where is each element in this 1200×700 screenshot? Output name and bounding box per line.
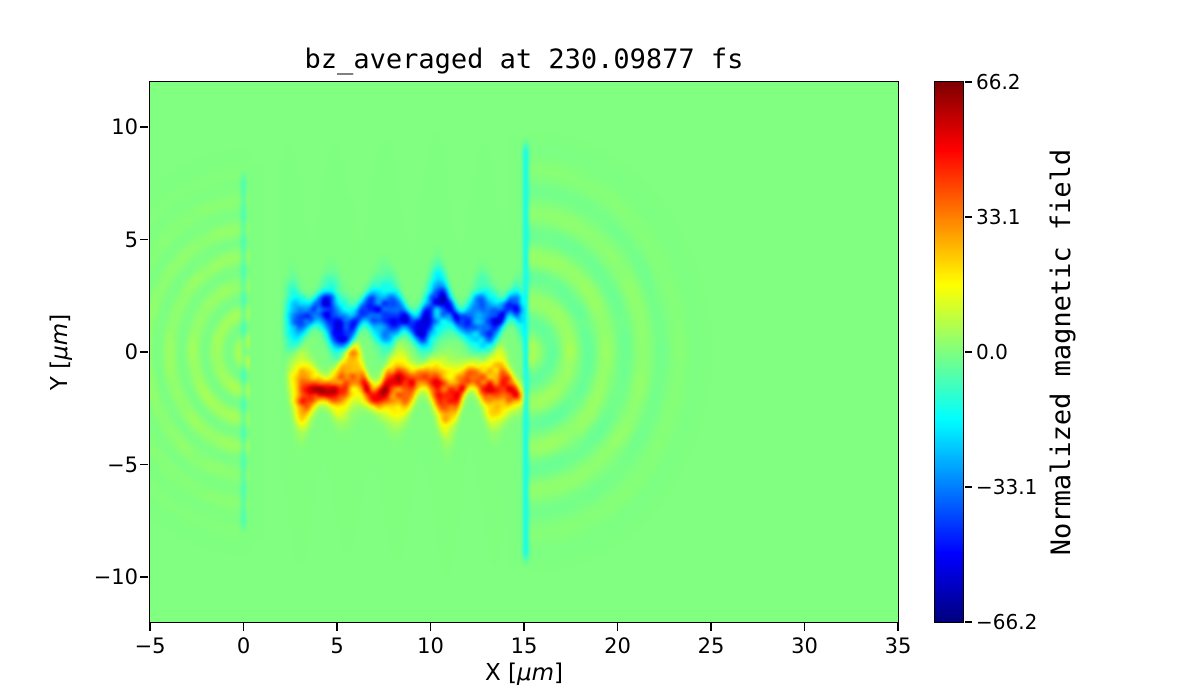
colorbar-tick-label: 66.2	[976, 70, 1021, 94]
x-tick-label: 25	[697, 634, 725, 658]
x-axis-label: X [μm]	[150, 660, 898, 686]
heatmap-canvas	[150, 82, 898, 622]
colorbar-tick-mark	[965, 81, 972, 83]
y-tick-label: 10	[111, 115, 138, 139]
colorbar	[935, 82, 963, 622]
y-tick-label: −10	[93, 565, 138, 589]
colorbar-tick-label: 0.0	[976, 340, 1008, 364]
x-axis-unit: μm	[517, 660, 555, 686]
y-tick-label: 5	[124, 227, 138, 252]
x-tick-label: 5	[330, 634, 344, 658]
colorbar-tick-label: 33.1	[976, 205, 1021, 229]
x-tick-label: 10	[417, 634, 444, 658]
x-axis-label-post: ]	[554, 660, 564, 686]
x-tick-label: 30	[791, 634, 818, 658]
x-tick-label: 15	[510, 634, 538, 658]
x-tick-mark	[336, 623, 338, 631]
x-tick-label: 35	[884, 634, 912, 658]
x-tick-mark	[710, 623, 712, 631]
colorbar-tick-mark	[965, 351, 972, 353]
colorbar-tick-label: −33.1	[976, 475, 1038, 499]
x-tick-mark	[242, 623, 245, 631]
x-tick-mark	[616, 623, 619, 631]
x-tick-mark	[803, 623, 806, 631]
x-tick-mark	[523, 623, 525, 631]
y-tick-mark	[140, 576, 148, 578]
colorbar-tick-mark	[965, 621, 972, 623]
chart-title: bz_averaged at 230.09877 fs	[304, 44, 744, 75]
y-tick-label: −5	[107, 452, 138, 477]
y-tick-mark	[140, 351, 148, 353]
y-axis-label-post: ]	[47, 313, 73, 323]
y-tick-mark	[140, 126, 148, 128]
x-tick-mark	[149, 623, 151, 631]
y-tick-mark	[140, 238, 148, 241]
colorbar-tick-mark	[965, 486, 972, 488]
colorbar-tick-mark	[965, 216, 972, 218]
x-tick-mark	[897, 623, 899, 631]
colorbar-tick-label: −66.2	[976, 610, 1038, 634]
x-tick-label: 0	[236, 634, 251, 658]
x-tick-mark	[429, 623, 432, 631]
x-tick-label: −5	[134, 634, 166, 658]
x-axis-label-pre: X [	[484, 660, 517, 686]
y-tick-mark	[140, 463, 148, 466]
x-tick-label: 20	[604, 634, 631, 658]
y-tick-label: 0	[124, 340, 138, 364]
